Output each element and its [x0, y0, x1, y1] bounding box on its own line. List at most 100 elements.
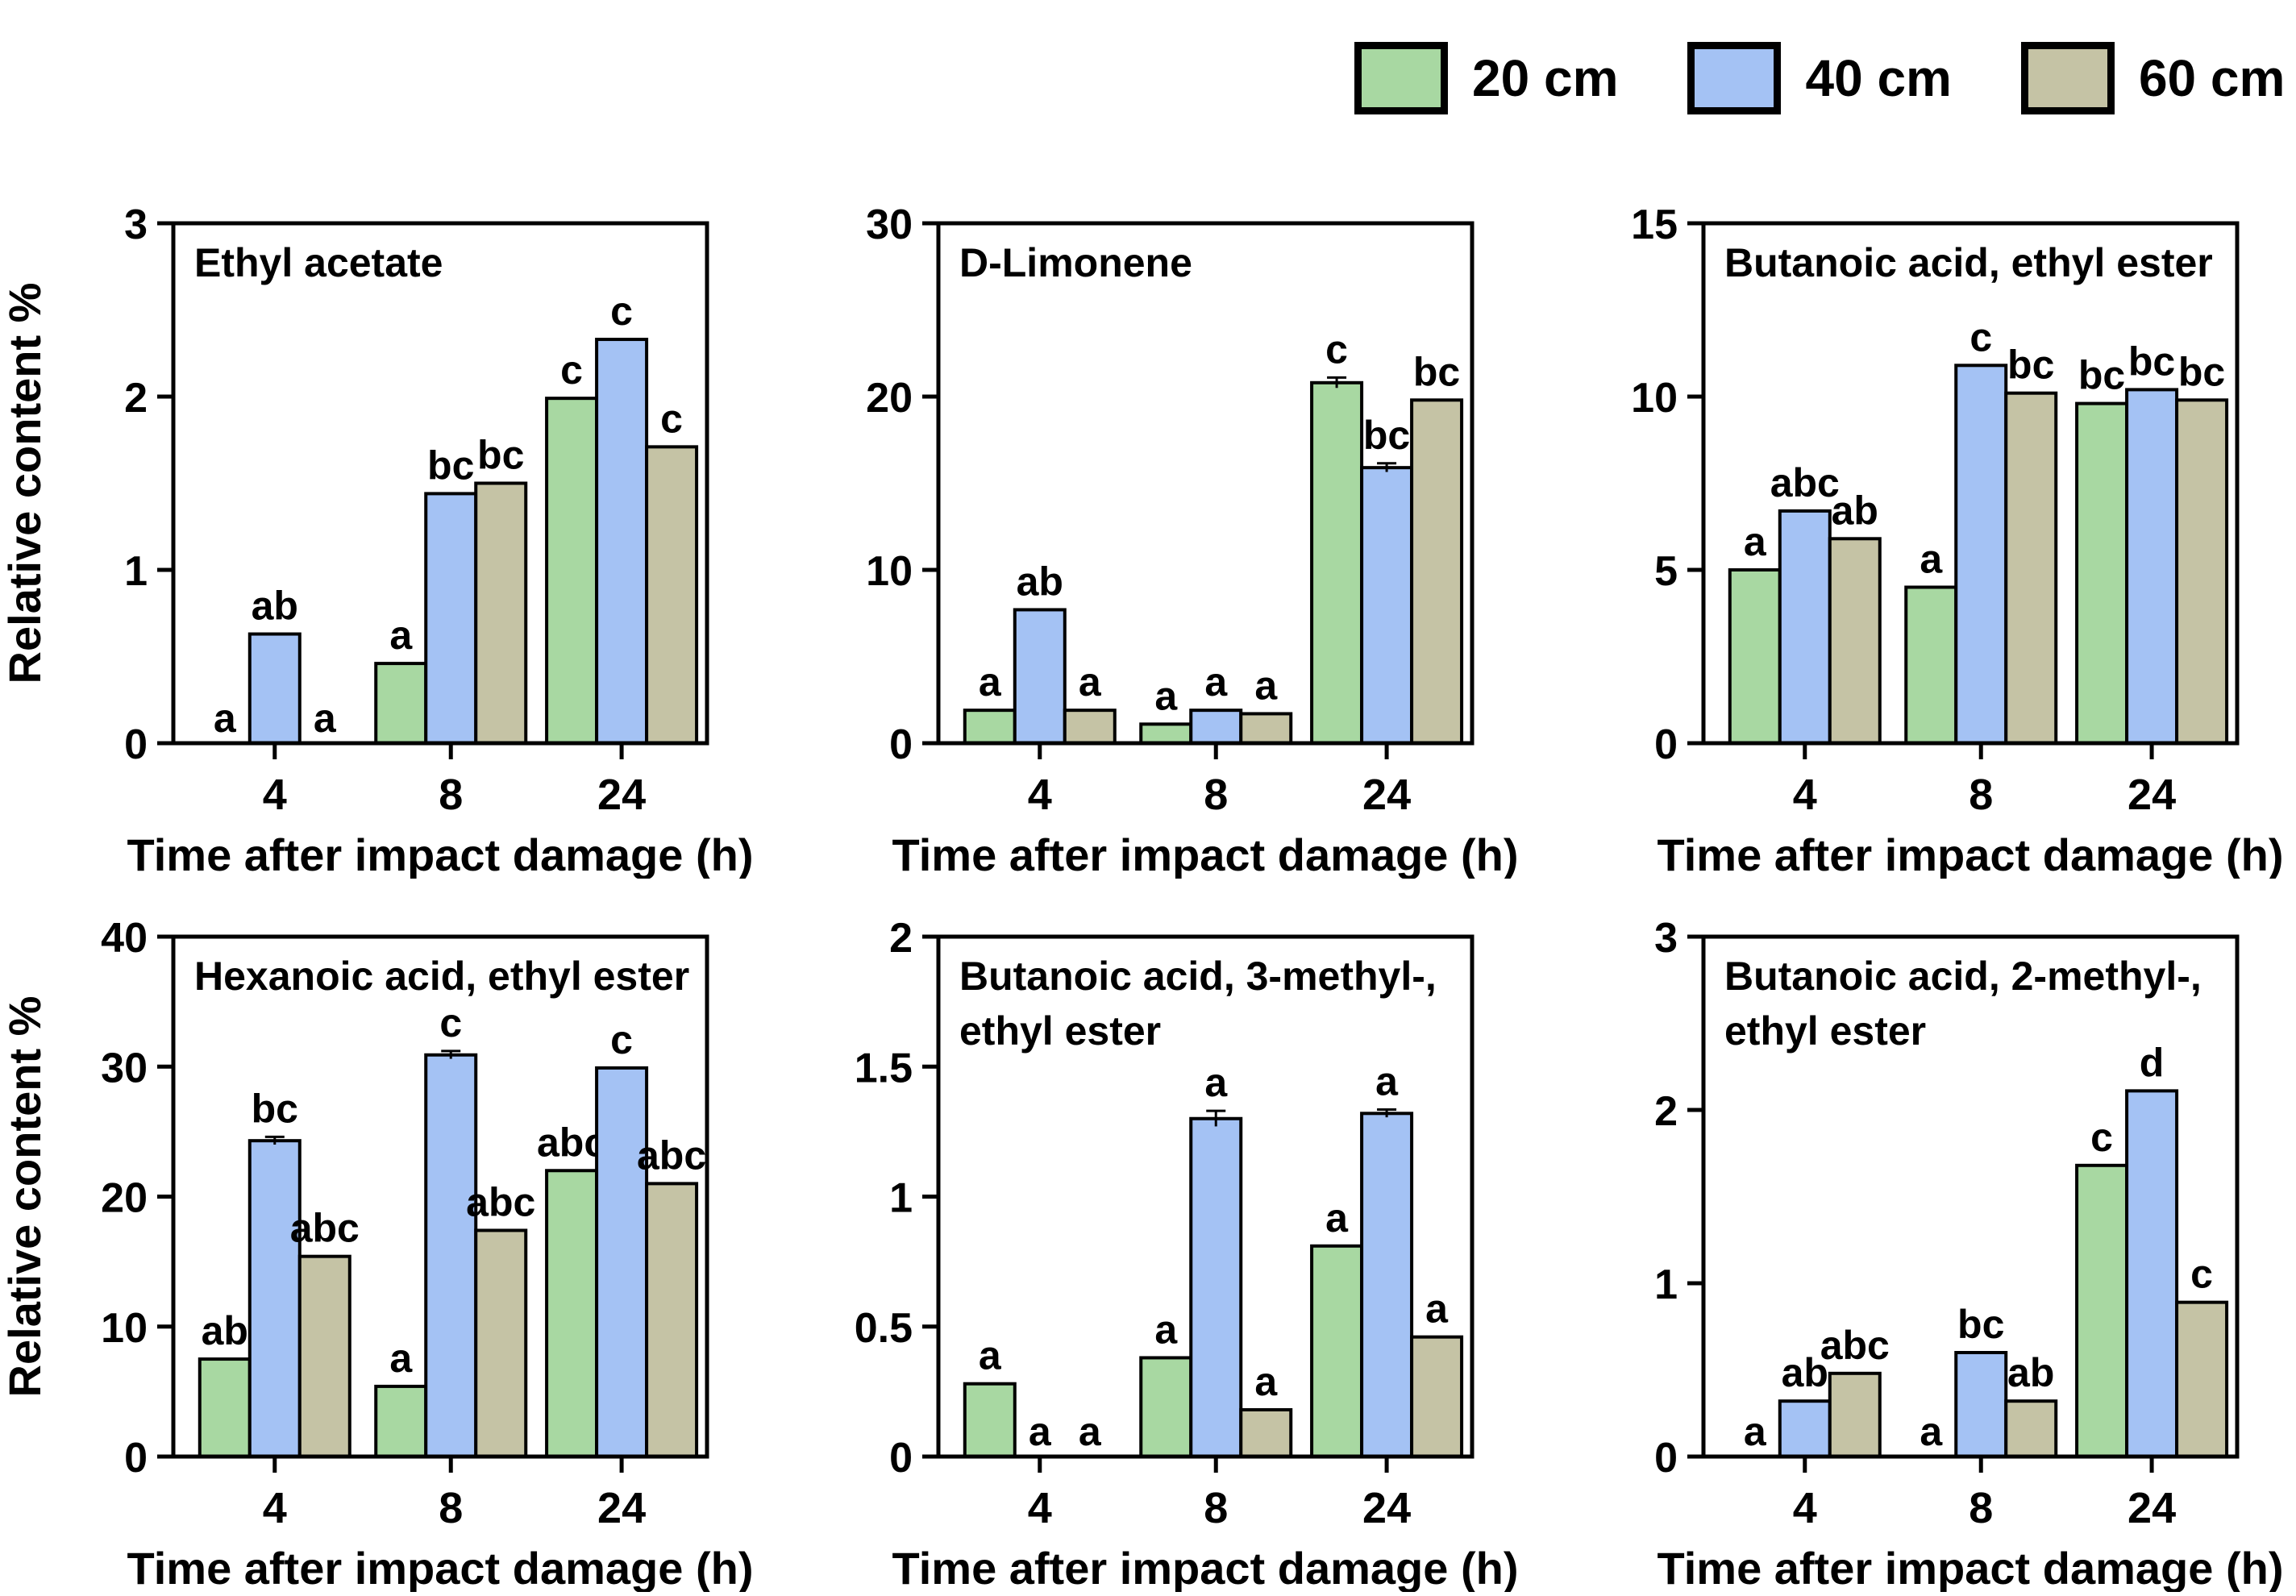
legend-label-60cm: 60 cm: [2138, 49, 2286, 107]
x-tick-label: 8: [439, 1484, 463, 1532]
significance-letter: bc: [252, 1086, 298, 1131]
bar-60cm-24h: [1410, 398, 1464, 745]
legend-swatch-40cm: [1687, 42, 1782, 114]
x-axis-title: Time after impact damage (h): [127, 1543, 754, 1592]
bar-60cm-8h: [1239, 712, 1293, 746]
x-tick-label: 24: [2128, 1484, 2176, 1532]
significance-letter: a: [1375, 1058, 1399, 1103]
plot-box: [1701, 934, 2240, 1459]
x-tick-label: 8: [439, 771, 463, 819]
bar-60cm-4h: [1828, 537, 1882, 745]
significance-letter: a: [1425, 1286, 1449, 1332]
bar-60cm-8h: [474, 1228, 528, 1458]
bar-20cm-24h: [1310, 1244, 1364, 1458]
panel-title: Butanoic acid, 2-methyl-,: [1724, 954, 2202, 999]
significance-letter: c: [2190, 1252, 2213, 1297]
y-tick-label: 40: [101, 915, 148, 962]
bar-40cm-8h: [1954, 364, 2008, 746]
x-axis-title: Time after impact damage (h): [892, 829, 1519, 879]
plot-box: [1701, 221, 2240, 746]
bar-40cm-8h: [1189, 1116, 1243, 1458]
legend-label-20cm: 20 cm: [1472, 49, 1619, 107]
significance-letter: a: [1204, 1060, 1228, 1105]
bar-20cm-8h: [374, 1384, 428, 1458]
significance-letter: a: [1079, 659, 1102, 704]
significance-letter: a: [389, 613, 413, 658]
panel-title: Butanoic acid, 3-methyl-,: [959, 954, 1437, 999]
significance-letter: a: [979, 659, 1002, 704]
significance-letter: bc: [2078, 353, 2125, 398]
x-tick-label: 4: [263, 771, 287, 819]
significance-letter: ab: [202, 1308, 248, 1353]
x-axis-title: Time after impact damage (h): [127, 829, 754, 879]
y-tick-label: 1.5: [855, 1045, 913, 1091]
significance-letter: bc: [477, 433, 524, 478]
panel-title: ethyl ester: [1724, 1008, 1926, 1054]
charts-grid: a a c ab bc c a bc c 0 1 2 3 4 8 24 Time after impact da…: [0, 165, 2296, 1592]
bar-40cm-4h: [1013, 608, 1067, 746]
significance-letter: a: [1204, 659, 1228, 704]
y-axis-title: Relative content %: [0, 996, 50, 1398]
y-tick-label: 0: [124, 721, 148, 768]
x-tick-label: 4: [1793, 1484, 1817, 1532]
bar-60cm-24h: [1410, 1335, 1464, 1459]
significance-letter: bc: [427, 443, 474, 488]
significance-letter: a: [1920, 1409, 1943, 1454]
y-tick-label: 1: [124, 548, 148, 595]
significance-letter: ab: [1017, 559, 1063, 604]
x-tick-label: 24: [1362, 771, 1411, 819]
bar-60cm-8h: [474, 481, 528, 745]
bar-40cm-24h: [2125, 1089, 2179, 1458]
x-tick-label: 24: [597, 1484, 646, 1532]
y-tick-label: 2: [1654, 1088, 1678, 1135]
panel-title: Hexanoic acid, ethyl ester: [194, 954, 689, 999]
bar-60cm-4h: [1828, 1371, 1882, 1458]
significance-letter: a: [979, 1333, 1002, 1378]
y-tick-label: 0: [124, 1435, 148, 1482]
bar-60cm-8h: [2004, 391, 2058, 745]
panel-title: Ethyl acetate: [194, 240, 443, 285]
bar-60cm-24h: [2175, 398, 2229, 745]
significance-letter: abc: [537, 1120, 606, 1165]
bar-40cm-8h: [1954, 1351, 2008, 1458]
x-axis-title: Time after impact damage (h): [1658, 1543, 2284, 1592]
x-tick-label: 8: [1204, 1484, 1228, 1532]
significance-letter: c: [660, 396, 683, 441]
x-tick-label: 4: [263, 1484, 287, 1532]
significance-letter: a: [1254, 1359, 1278, 1404]
significance-letter: bc: [2178, 349, 2225, 394]
legend-item-20cm: 20 cm: [1354, 42, 1618, 114]
x-tick-label: 24: [597, 771, 646, 819]
significance-letter: a: [1154, 1307, 1178, 1352]
bar-20cm-24h: [1310, 380, 1364, 745]
bar-40cm-24h: [1360, 1112, 1414, 1458]
y-tick-label: 2: [889, 915, 913, 962]
significance-letter: abc: [466, 1179, 535, 1224]
significance-letter: a: [214, 696, 237, 741]
significance-letter: ab: [252, 584, 298, 629]
y-tick-label: 30: [866, 202, 913, 248]
panel-title: D-Limonene: [959, 240, 1192, 285]
x-tick-label: 8: [1204, 771, 1228, 819]
significance-letter: a: [1029, 1409, 1052, 1454]
y-tick-label: 3: [124, 202, 148, 248]
significance-letter: abc: [290, 1206, 360, 1251]
bar-40cm-8h: [424, 1053, 478, 1459]
y-axis-title: Relative content %: [0, 283, 50, 684]
significance-letter: bc: [1957, 1302, 2004, 1347]
significance-letter: c: [610, 289, 633, 334]
significance-letter: bc: [1413, 349, 1460, 394]
panel-title: Butanoic acid, ethyl ester: [1724, 240, 2213, 285]
y-tick-label: 15: [1631, 202, 1678, 248]
bar-20cm-24h: [545, 1169, 599, 1458]
bar-60cm-8h: [2004, 1399, 2058, 1459]
significance-letter: a: [1920, 537, 1943, 582]
significance-letter: abc: [1820, 1323, 1890, 1368]
y-tick-label: 0: [1654, 721, 1678, 768]
bar-40cm-4h: [1778, 509, 1832, 745]
